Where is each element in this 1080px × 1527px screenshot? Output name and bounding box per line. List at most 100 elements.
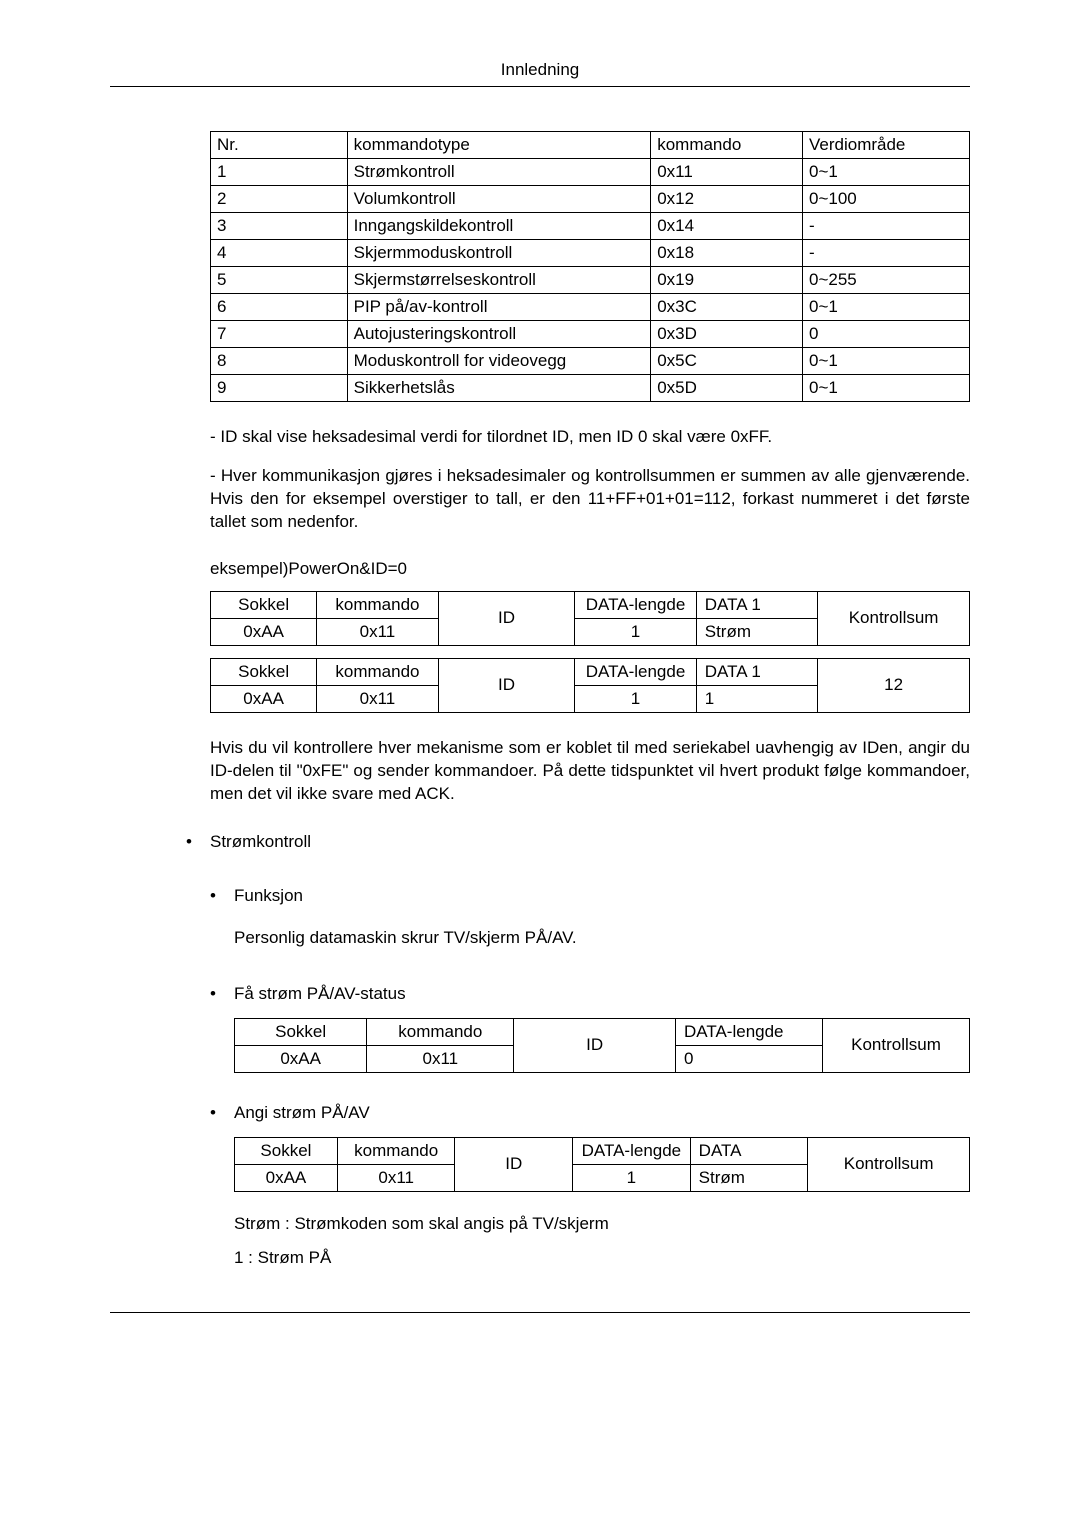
- cell: 0xAA: [235, 1164, 338, 1191]
- bullet-funksjon: • Funksjon Personlig datamaskin skrur TV…: [210, 886, 970, 948]
- cell: 0x11: [651, 159, 803, 186]
- cell: 0x11: [317, 685, 438, 712]
- col-range: Verdiområde: [803, 132, 970, 159]
- bullet-stromkontroll: • Strømkontroll: [186, 832, 970, 852]
- packet-table-2: Sokkel kommando ID DATA-lengde DATA 1 12…: [210, 658, 970, 713]
- cell: Strøm: [690, 1164, 808, 1191]
- cell: 0x18: [651, 240, 803, 267]
- cell: -: [803, 240, 970, 267]
- hdr: Sokkel: [235, 1137, 338, 1164]
- table-row: 8Moduskontroll for videovegg0x5C0~1: [211, 348, 970, 375]
- cell: 0: [803, 321, 970, 348]
- table-header-row: Sokkel kommando ID DATA-lengde DATA 1 Ko…: [211, 591, 970, 618]
- table-row: 7Autojusteringskontroll0x3D0: [211, 321, 970, 348]
- page-title: Innledning: [110, 60, 970, 86]
- cell: 3: [211, 213, 348, 240]
- col-cmd: kommando: [651, 132, 803, 159]
- cell: 1: [575, 618, 696, 645]
- hdr-kommando: kommando: [317, 658, 438, 685]
- table-row: 2Volumkontroll0x120~100: [211, 186, 970, 213]
- cell: 0~1: [803, 159, 970, 186]
- hdr-data1: DATA 1: [696, 658, 817, 685]
- bullet-icon: •: [186, 832, 210, 852]
- cell: 1: [575, 685, 696, 712]
- content-region: Nr. kommandotype kommando Verdiområde 1S…: [210, 131, 970, 806]
- hdr: Kontrollsum: [822, 1018, 969, 1072]
- cell: 7: [211, 321, 348, 348]
- cell: Inngangskildekontroll: [347, 213, 651, 240]
- cell: 0x11: [337, 1164, 455, 1191]
- sub-desc: Personlig datamaskin skrur TV/skjerm PÅ/…: [234, 928, 970, 948]
- cell: Strøm: [696, 618, 817, 645]
- hdr: Sokkel: [235, 1018, 367, 1045]
- example-label: eksempel)PowerOn&ID=0: [210, 558, 970, 581]
- hdr-sokkel: Sokkel: [211, 591, 317, 618]
- hdr: kommando: [367, 1018, 514, 1045]
- cell: 0x14: [651, 213, 803, 240]
- table-header-row: Sokkel kommando ID DATA-lengde DATA 1 12: [211, 658, 970, 685]
- cell: 0~1: [803, 375, 970, 402]
- footer-divider: [110, 1312, 970, 1313]
- hdr: Kontrollsum: [808, 1137, 970, 1191]
- cell: Sikkerhetslås: [347, 375, 651, 402]
- bullet-set-power: • Angi strøm PÅ/AV Sokkel kommando ID DA…: [210, 1103, 970, 1268]
- sub-title: Få strøm PÅ/AV-status: [234, 984, 970, 1004]
- cell: 8: [211, 348, 348, 375]
- cell: 0x12: [651, 186, 803, 213]
- table-row: 3Inngangskildekontroll0x14-: [211, 213, 970, 240]
- cell: 0x5C: [651, 348, 803, 375]
- sub-title: Angi strøm PÅ/AV: [234, 1103, 970, 1123]
- set-power-table: Sokkel kommando ID DATA-lengde DATA Kont…: [234, 1137, 970, 1192]
- cell: 1: [211, 159, 348, 186]
- cell: 0x5D: [651, 375, 803, 402]
- cell: Autojusteringskontroll: [347, 321, 651, 348]
- cell: -: [803, 213, 970, 240]
- hdr: DATA-lengde: [573, 1137, 691, 1164]
- paragraph-id-note: - ID skal vise heksadesimal verdi for ti…: [210, 426, 970, 449]
- table-header-row: Sokkel kommando ID DATA-lengde DATA Kont…: [235, 1137, 970, 1164]
- cell: 0x11: [367, 1045, 514, 1072]
- cell: Strømkontroll: [347, 159, 651, 186]
- packet-table-1: Sokkel kommando ID DATA-lengde DATA 1 Ko…: [210, 591, 970, 646]
- bullet-icon: •: [210, 886, 234, 906]
- cell: PIP på/av-kontroll: [347, 294, 651, 321]
- hdr-datalen: DATA-lengde: [575, 658, 696, 685]
- cell: 0xAA: [211, 618, 317, 645]
- header-divider: [110, 86, 970, 87]
- hdr-kontrollsum: Kontrollsum: [818, 591, 970, 645]
- cell: 0x11: [317, 618, 438, 645]
- paragraph-broadcast-note: Hvis du vil kontrollere hver mekanisme s…: [210, 737, 970, 806]
- hdr: DATA-lengde: [675, 1018, 822, 1045]
- table-row: 6PIP på/av-kontroll0x3C0~1: [211, 294, 970, 321]
- hdr-kommando: kommando: [317, 591, 438, 618]
- cell: 0: [675, 1045, 822, 1072]
- paragraph-checksum-note: - Hver kommunikasjon gjøres i heksadesim…: [210, 465, 970, 534]
- cell: 0xAA: [211, 685, 317, 712]
- table-row: 9Sikkerhetslås0x5D0~1: [211, 375, 970, 402]
- hdr-datalen: DATA-lengde: [575, 591, 696, 618]
- cell: Skjermstørrelseskontroll: [347, 267, 651, 294]
- hdr-id: ID: [438, 658, 575, 712]
- bullet-label: Strømkontroll: [210, 832, 970, 852]
- cell: 0~1: [803, 294, 970, 321]
- cell: 9: [211, 375, 348, 402]
- table-row: 4Skjermmoduskontroll0x18-: [211, 240, 970, 267]
- table-row: 5Skjermstørrelseskontroll0x190~255: [211, 267, 970, 294]
- cell: 0~1: [803, 348, 970, 375]
- cell: 4: [211, 240, 348, 267]
- bullet-get-status: • Få strøm PÅ/AV-status Sokkel kommando …: [210, 984, 970, 1073]
- hdr-id: ID: [438, 591, 575, 645]
- status-table: Sokkel kommando ID DATA-lengde Kontrolls…: [234, 1018, 970, 1073]
- cell: 1: [573, 1164, 691, 1191]
- hdr-value: 12: [818, 658, 970, 712]
- col-type: kommandotype: [347, 132, 651, 159]
- cell: 0xAA: [235, 1045, 367, 1072]
- cell: Moduskontroll for videovegg: [347, 348, 651, 375]
- cell: 1: [696, 685, 817, 712]
- cell: 0x19: [651, 267, 803, 294]
- page-header: Innledning: [110, 60, 970, 87]
- hdr: ID: [514, 1018, 676, 1072]
- hdr: kommando: [337, 1137, 455, 1164]
- cell: 6: [211, 294, 348, 321]
- hdr: ID: [455, 1137, 573, 1191]
